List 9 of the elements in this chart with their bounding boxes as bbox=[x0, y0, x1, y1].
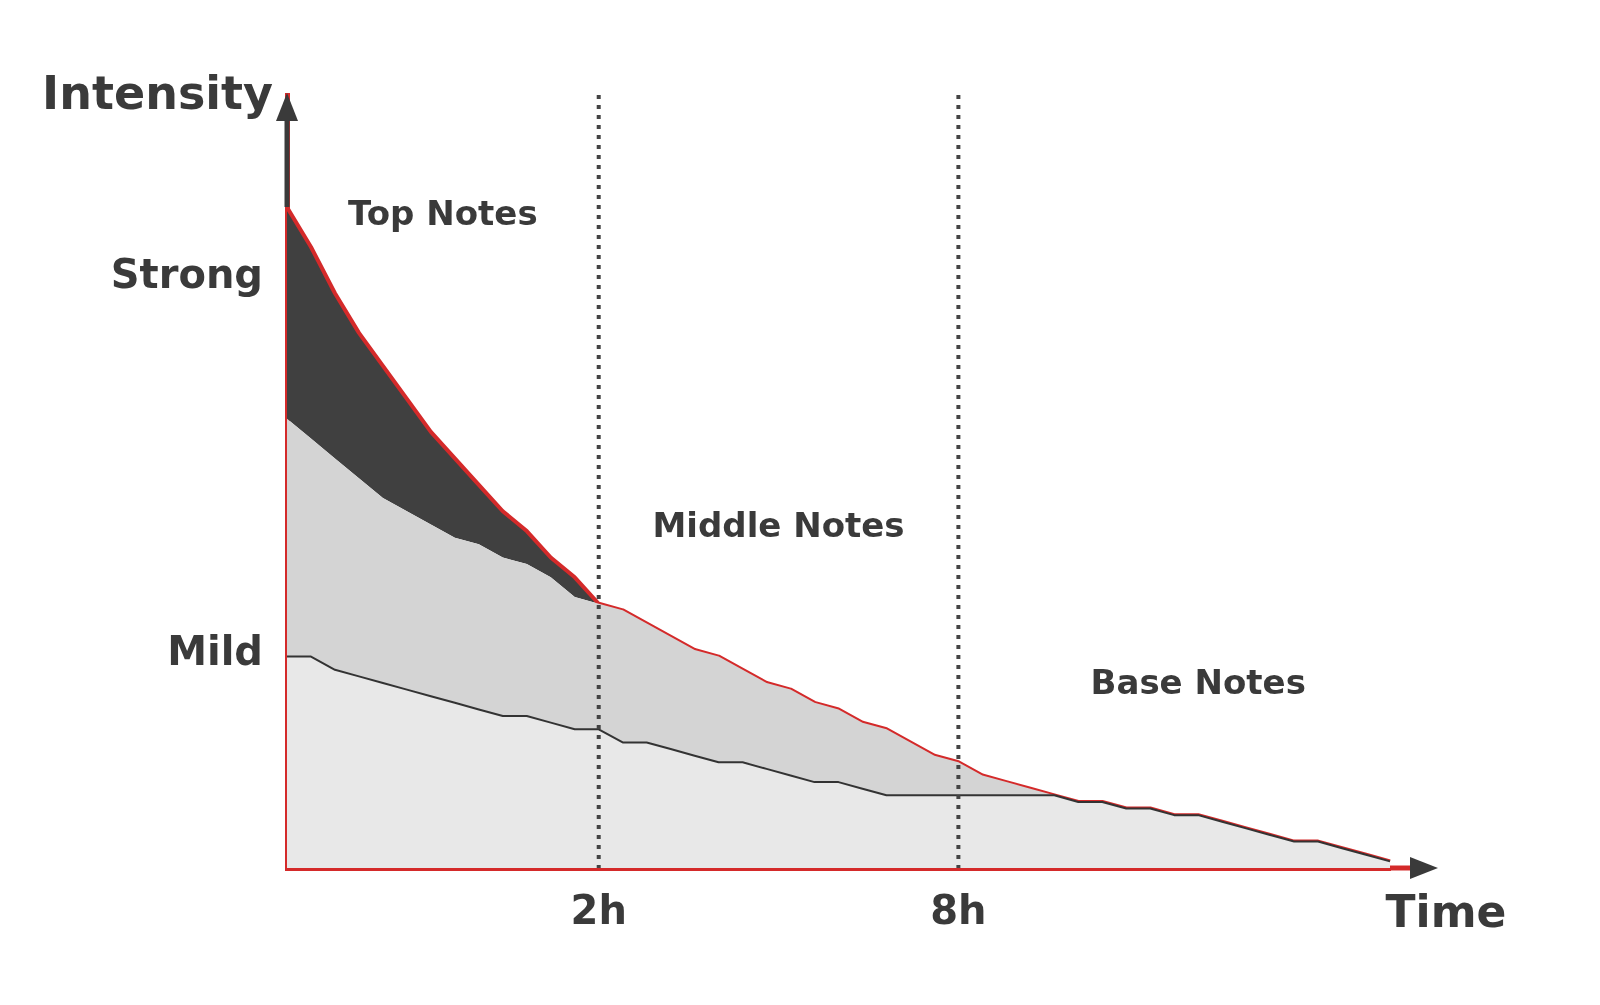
x-tick-label: 8h bbox=[930, 887, 987, 934]
y-axis-title: Intensity bbox=[42, 65, 274, 120]
annotation: Middle Notes bbox=[652, 504, 905, 545]
x-axis-title: Time bbox=[1385, 886, 1507, 938]
x-tick-label: 2h bbox=[570, 887, 627, 934]
text: Strong bbox=[110, 251, 263, 298]
annotation: Top Notes bbox=[348, 192, 538, 233]
annotation: Base Notes bbox=[1090, 661, 1306, 702]
text: Mild bbox=[167, 628, 263, 675]
